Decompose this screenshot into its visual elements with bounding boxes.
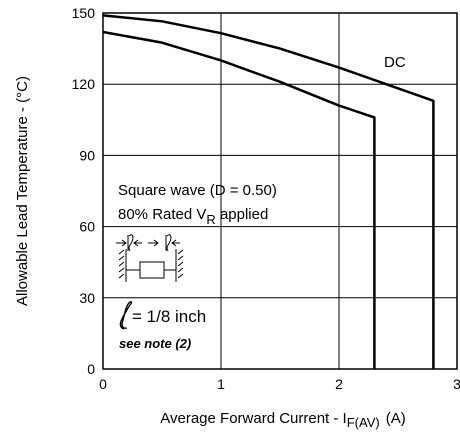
x-axis-title-main: Average Forward Current - I [160, 410, 346, 427]
y-tick-label: 0 [87, 361, 95, 377]
series-line-dc [102, 14, 435, 369]
y-tick-label: 120 [72, 76, 96, 92]
lead-length-label: = 1/8 inch [132, 307, 206, 326]
y-axis-title: Allowable Lead Temperature - (°C) [14, 76, 31, 306]
y-tick-label: 90 [79, 147, 95, 163]
lead-mount-diagram-icon [116, 234, 184, 282]
rated-prefix: 80% Rated V [118, 206, 206, 223]
script-l-icon [119, 301, 133, 330]
dc-label: DC [384, 54, 406, 71]
rated-suffix: applied [216, 206, 269, 223]
series-line-square-wave [102, 30, 376, 369]
x-axis-title: Average Forward Current - IF(AV) (A) [160, 410, 405, 430]
y-tick-labels: 0 30 60 90 120 150 [72, 5, 96, 377]
grid-lines [103, 13, 457, 369]
x-tick-label: 3 [453, 376, 460, 392]
y-tick-label: 60 [79, 219, 95, 235]
x-tick-label: 0 [99, 376, 107, 392]
y-tick-label: 30 [79, 290, 95, 306]
y-tick-label: 150 [72, 5, 96, 21]
plot-frame [102, 12, 458, 370]
square-wave-label: Square wave (D = 0.50) [118, 182, 277, 199]
x-tick-label: 1 [217, 376, 225, 392]
see-note-label: see note (2) [119, 336, 191, 351]
rated-voltage-label: 80% Rated VR applied [118, 206, 268, 227]
x-axis-title-sub: F(AV) [347, 415, 380, 430]
rated-sub: R [206, 212, 215, 227]
x-tick-labels: 0 1 2 3 [99, 376, 460, 392]
x-axis-title-unit: (A) [386, 410, 406, 427]
series-group [102, 14, 435, 369]
x-tick-label: 2 [335, 376, 343, 392]
